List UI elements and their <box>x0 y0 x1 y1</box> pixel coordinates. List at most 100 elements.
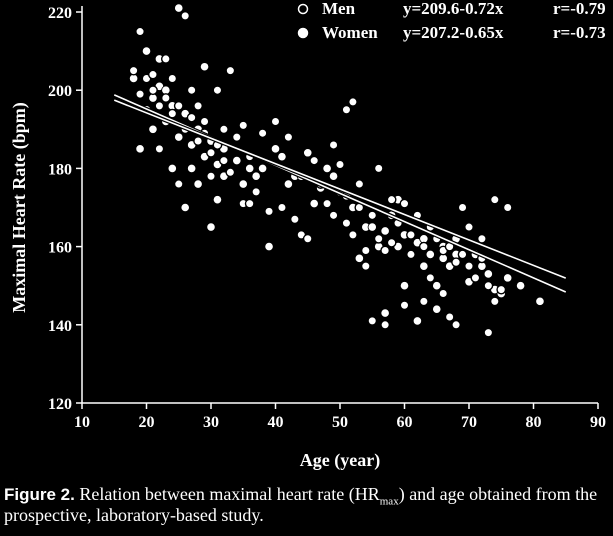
legend-equation-women: y=207.2-0.65x <box>403 23 504 42</box>
men-data-point <box>444 312 455 322</box>
men-data-point <box>206 171 216 182</box>
men-data-point <box>380 245 391 256</box>
women-data-point <box>245 163 255 173</box>
men-data-point <box>457 249 468 260</box>
women-data-point <box>270 144 281 154</box>
men-data-point <box>483 327 494 338</box>
men-data-point <box>270 116 281 127</box>
men-data-point <box>425 272 436 283</box>
men-data-point <box>464 222 474 232</box>
men-data-point <box>186 112 197 123</box>
women-data-point <box>141 46 152 56</box>
caption-text-2: ) and age obtained from the prospective,… <box>4 484 598 525</box>
regression-line-women <box>113 99 567 279</box>
women-data-point <box>425 249 435 260</box>
women-data-point <box>309 198 319 209</box>
women-data-point <box>432 281 442 291</box>
men-data-point <box>360 261 371 272</box>
x-tick-label: 70 <box>461 414 477 431</box>
men-data-point <box>264 206 274 217</box>
men-data-point <box>360 245 371 256</box>
legend-r-women: r=-0.73 <box>553 23 606 42</box>
women-data-point <box>277 152 287 162</box>
x-tick-label: 40 <box>268 414 284 431</box>
x-tick-label: 80 <box>526 414 542 431</box>
x-tick-label: 90 <box>590 414 606 431</box>
men-data-point <box>309 155 320 166</box>
men-data-point <box>347 229 358 240</box>
men-data-point <box>489 194 500 205</box>
y-tick-label: 120 <box>48 396 72 413</box>
women-data-point <box>187 163 197 173</box>
men-data-point <box>225 65 236 76</box>
women-data-point <box>399 281 410 291</box>
women-data-point <box>380 226 390 236</box>
scatter-chart: 10 20 30 40 50 60 70 80 90 120 140 160 180 200 220 Age … <box>9 0 606 471</box>
women-data-point <box>367 222 377 232</box>
men-data-point <box>173 179 184 189</box>
men-data-point <box>283 132 294 143</box>
men-data-point <box>347 97 358 107</box>
men-data-point <box>244 198 255 209</box>
women-data-point <box>283 179 293 189</box>
men-data-point <box>373 163 384 174</box>
x-tick-label: 50 <box>332 414 348 431</box>
men-data-point <box>470 272 481 283</box>
men-data-point <box>302 233 313 244</box>
men-data-point <box>451 257 461 268</box>
legend-r-men: r=-0.79 <box>553 0 606 18</box>
men-data-point <box>476 233 487 244</box>
regression-line-men <box>113 94 567 293</box>
women-data-point <box>354 253 364 263</box>
men-data-point <box>438 288 449 299</box>
women-data-point <box>432 304 442 314</box>
women-data-point <box>238 179 248 189</box>
men-data-point <box>199 116 210 127</box>
men-data-point <box>451 319 461 330</box>
men-data-point <box>328 210 339 221</box>
women-data-point <box>264 242 274 252</box>
men-data-point <box>354 179 365 189</box>
men-data-point <box>154 143 165 154</box>
men-data-point <box>380 319 391 330</box>
men-data-point <box>154 100 165 111</box>
men-data-point <box>399 300 410 311</box>
men-data-point <box>406 229 416 240</box>
men-data-point <box>218 155 229 166</box>
men-data-point <box>386 237 397 248</box>
women-data-point <box>193 179 203 189</box>
men-data-point <box>386 194 397 205</box>
men-data-point <box>193 100 204 111</box>
men-data-point <box>457 202 468 213</box>
y-tick-label: 140 <box>48 318 72 335</box>
men-data-point <box>186 85 197 96</box>
legend-marker-men <box>297 3 309 15</box>
men-data-point <box>277 202 287 213</box>
men-data-point <box>418 241 429 252</box>
men-data-point <box>322 198 332 209</box>
legend-label-women: Women <box>322 23 378 42</box>
men-data-point <box>328 140 339 150</box>
men-data-point <box>335 159 345 170</box>
x-tick-label: 20 <box>139 414 155 431</box>
legend-marker-women <box>297 27 309 39</box>
men-data-point <box>496 284 507 295</box>
men-data-point <box>238 120 249 131</box>
men-data-point <box>367 315 378 326</box>
women-data-point <box>483 269 493 279</box>
y-axis-label: Maximal Heart Rate (bpm) <box>9 102 30 312</box>
y-tick-label: 220 <box>48 5 72 22</box>
men-data-point <box>341 218 352 229</box>
men-data-point <box>148 69 158 80</box>
men-data-point <box>206 147 216 158</box>
men-data-point <box>399 198 410 209</box>
figure-label: Figure 2. <box>4 485 75 504</box>
men-data-point <box>341 104 352 115</box>
women-data-point <box>199 62 210 72</box>
women-data-point <box>322 163 332 173</box>
men-data-point <box>502 202 513 213</box>
women-data-point <box>419 261 429 271</box>
y-tick-label: 180 <box>48 161 72 178</box>
men-data-point <box>180 11 191 21</box>
women-data-point <box>174 3 184 13</box>
